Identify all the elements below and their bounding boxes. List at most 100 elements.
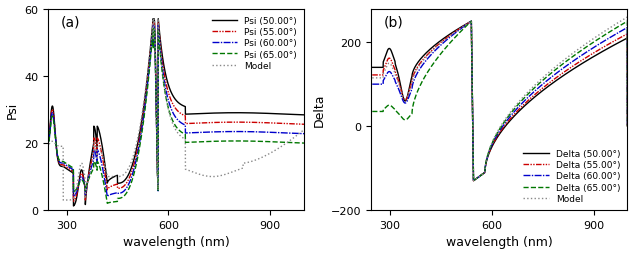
Delta (65.00°) xyxy=(470,179,477,182)
Delta (50.00°) xyxy=(468,21,475,24)
Psi (65.00°) xyxy=(300,142,308,145)
Psi (55.00°) xyxy=(246,121,254,124)
Delta (65.00°) xyxy=(368,110,376,114)
Model xyxy=(570,52,577,55)
Delta (65.00°) xyxy=(493,133,501,136)
Model xyxy=(617,21,624,24)
Psi (55.00°) xyxy=(300,123,308,126)
Model xyxy=(293,134,301,137)
Delta (65.00°) xyxy=(617,25,624,28)
Line: Psi (50.00°): Psi (50.00°) xyxy=(49,20,304,206)
Line: Psi (55.00°): Psi (55.00°) xyxy=(49,23,304,201)
Line: Model: Model xyxy=(49,20,304,200)
Model xyxy=(151,18,158,21)
Psi (50.00°) xyxy=(300,114,308,117)
Model xyxy=(163,99,170,102)
Psi (65.00°) xyxy=(58,160,66,163)
Delta (55.00°) xyxy=(493,136,501,139)
Psi (60.00°) xyxy=(293,132,301,135)
Delta (60.00°) xyxy=(382,76,389,79)
Model xyxy=(368,77,376,80)
Psi (55.00°) xyxy=(293,123,301,126)
Psi (65.00°) xyxy=(163,99,170,102)
Text: (b): (b) xyxy=(384,15,404,29)
Delta (65.00°) xyxy=(486,148,494,151)
Model xyxy=(246,161,254,164)
Psi (65.00°) xyxy=(170,121,177,124)
Delta (55.00°) xyxy=(570,65,577,68)
Delta (60.00°) xyxy=(570,60,577,63)
Delta (55.00°) xyxy=(382,64,389,67)
Psi (65.00°) xyxy=(293,142,301,145)
Psi (55.00°) xyxy=(163,85,170,88)
Psi (60.00°) xyxy=(58,162,66,165)
Delta (60.00°) xyxy=(368,83,376,86)
Delta (65.00°) xyxy=(382,107,389,110)
Model xyxy=(170,124,177,127)
Delta (55.00°) xyxy=(624,125,631,128)
Delta (60.00°) xyxy=(486,149,494,152)
Psi (55.00°) xyxy=(70,200,77,203)
Psi (50.00°) xyxy=(170,96,177,99)
Delta (60.00°) xyxy=(468,21,475,24)
Line: Psi (65.00°): Psi (65.00°) xyxy=(49,30,304,203)
Model xyxy=(470,179,477,182)
Delta (60.00°) xyxy=(624,125,631,128)
Delta (60.00°) xyxy=(617,31,624,34)
Delta (65.00°) xyxy=(468,21,475,24)
Psi (55.00°) xyxy=(170,104,177,107)
Model xyxy=(300,129,308,132)
Psi (60.00°) xyxy=(170,113,177,116)
Model xyxy=(45,143,53,146)
Model xyxy=(486,147,494,150)
Delta (55.00°) xyxy=(368,74,376,77)
Delta (55.00°) xyxy=(486,150,494,153)
Delta (50.00°) xyxy=(617,41,624,44)
Legend: Delta (50.00°), Delta (55.00°), Delta (60.00°), Delta (65.00°), Model: Delta (50.00°), Delta (55.00°), Delta (6… xyxy=(520,147,623,206)
Delta (50.00°) xyxy=(470,179,477,182)
Psi (55.00°) xyxy=(151,21,158,24)
Psi (55.00°) xyxy=(293,123,301,126)
Model xyxy=(60,199,67,202)
Delta (50.00°) xyxy=(493,137,501,140)
Psi (55.00°) xyxy=(58,164,66,167)
Psi (60.00°) xyxy=(45,140,53,143)
Delta (50.00°) xyxy=(570,68,577,71)
Model xyxy=(624,125,631,128)
Psi (50.00°) xyxy=(293,114,301,117)
Model xyxy=(617,21,624,24)
Model xyxy=(58,145,66,148)
Delta (55.00°) xyxy=(468,21,475,24)
Line: Psi (60.00°): Psi (60.00°) xyxy=(49,26,304,197)
Delta (60.00°) xyxy=(617,31,624,34)
Psi (60.00°) xyxy=(151,25,158,28)
Line: Delta (50.00°): Delta (50.00°) xyxy=(372,22,627,181)
Psi (65.00°) xyxy=(246,140,254,143)
Line: Delta (60.00°): Delta (60.00°) xyxy=(372,22,627,181)
Delta (60.00°) xyxy=(470,179,477,182)
Model xyxy=(382,69,389,72)
Line: Model: Model xyxy=(372,18,627,181)
X-axis label: wavelength (nm): wavelength (nm) xyxy=(446,235,553,248)
Psi (50.00°) xyxy=(293,114,301,117)
Line: Delta (65.00°): Delta (65.00°) xyxy=(372,22,627,181)
Psi (50.00°) xyxy=(45,139,53,142)
Psi (65.00°) xyxy=(104,202,111,205)
Psi (65.00°) xyxy=(45,141,53,144)
Psi (60.00°) xyxy=(293,132,301,135)
Delta (50.00°) xyxy=(624,125,631,128)
Delta (55.00°) xyxy=(470,179,477,182)
Psi (50.00°) xyxy=(151,18,158,21)
Psi (60.00°) xyxy=(300,133,308,136)
Y-axis label: Delta: Delta xyxy=(313,93,325,126)
Delta (50.00°) xyxy=(382,56,389,59)
Text: (a): (a) xyxy=(61,15,80,29)
Psi (65.00°) xyxy=(151,28,158,31)
Psi (65.00°) xyxy=(293,142,301,145)
Delta (65.00°) xyxy=(617,25,624,28)
Model xyxy=(624,17,631,20)
Delta (55.00°) xyxy=(617,37,624,40)
Psi (50.00°) xyxy=(58,165,66,168)
Delta (55.00°) xyxy=(617,37,624,40)
Y-axis label: Psi: Psi xyxy=(6,101,18,119)
